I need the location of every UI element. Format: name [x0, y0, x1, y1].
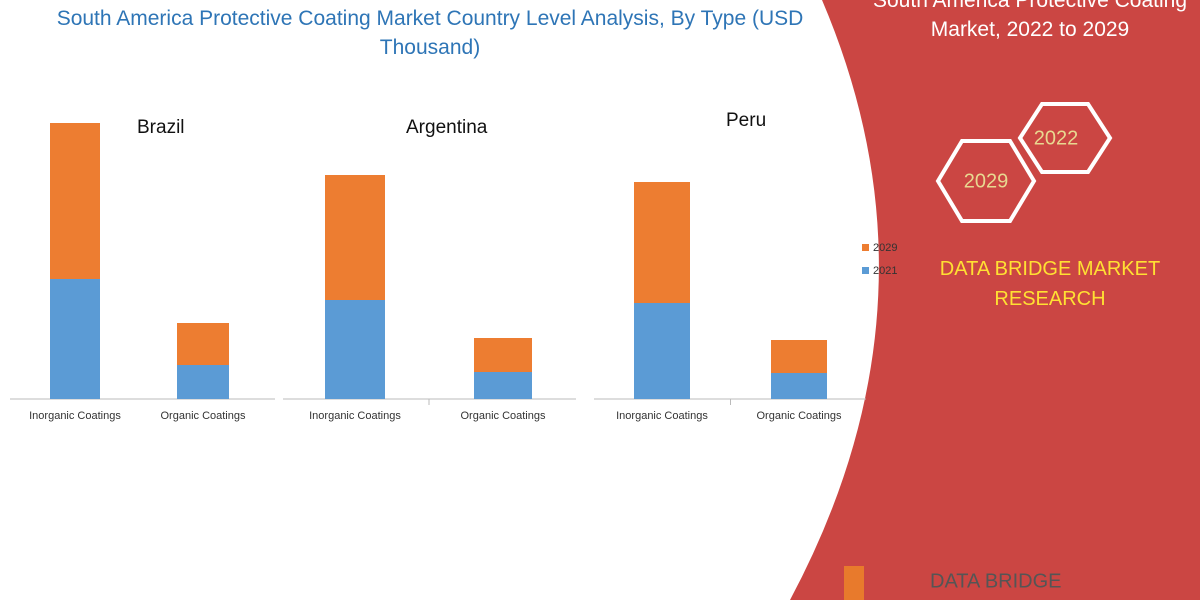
- brand: DATA BRIDGE MARKET RESEARCH: [939, 258, 1161, 310]
- legend-swatch: [862, 267, 869, 274]
- logo-text: DATA BRIDGE: [930, 570, 1062, 592]
- logo-mark: [844, 566, 864, 600]
- bar: [50, 123, 100, 279]
- x-tick-label: Organic Coatings: [757, 410, 842, 422]
- bar: [50, 279, 100, 399]
- legend-swatch: [862, 244, 869, 251]
- chart-title: Brazil: [137, 117, 185, 138]
- side-panel: [790, 0, 1200, 600]
- x-tick-label: Organic Coatings: [161, 410, 246, 422]
- hexagon: [935, 139, 1037, 223]
- side-title: South America Protective Coating Market,…: [873, 0, 1187, 41]
- x-tick-label: Inorganic Coatings: [29, 410, 121, 422]
- x-tick-label: Inorganic Coatings: [309, 410, 401, 422]
- bar: [634, 182, 690, 303]
- bar: [325, 175, 385, 300]
- bar: [474, 338, 532, 372]
- bar: [177, 323, 229, 365]
- bar: [474, 372, 532, 399]
- bar: [634, 303, 690, 399]
- bar: [177, 365, 229, 399]
- chart-title: Peru: [726, 110, 766, 131]
- bar: [771, 373, 827, 399]
- x-tick-label: Organic Coatings: [461, 410, 546, 422]
- page-title: South America Protective Coating Market …: [56, 7, 804, 59]
- x-tick-label: Inorganic Coatings: [616, 410, 708, 422]
- chart-title: Argentina: [406, 117, 488, 138]
- hexagon: [1017, 102, 1113, 174]
- legend-label: 2021: [873, 265, 897, 277]
- year-label: 2022: [1034, 127, 1079, 149]
- year-label: 2029: [964, 170, 1009, 192]
- legend-label: 2029: [873, 242, 897, 254]
- bar: [771, 340, 827, 373]
- bar: [325, 300, 385, 399]
